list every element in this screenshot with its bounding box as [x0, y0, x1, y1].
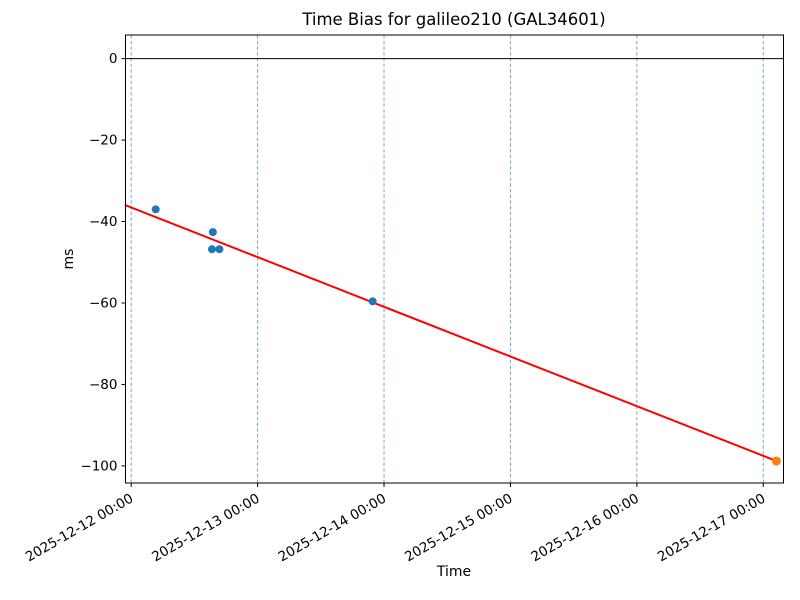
x-tick-label: 2025-12-15 00:00 — [402, 491, 515, 566]
x-tick-label: 2025-12-17 00:00 — [655, 491, 768, 566]
x-tick-label: 2025-12-14 00:00 — [276, 491, 389, 566]
plot-frame — [125, 34, 784, 484]
bias-measurements-dot — [207, 245, 216, 254]
y-tick-label: −40 — [89, 214, 118, 230]
y-tick-label: −60 — [89, 295, 118, 311]
y-tick-label: −100 — [80, 458, 117, 474]
y-tick-label: −20 — [89, 133, 118, 149]
bias-measurements-dot — [151, 205, 160, 214]
y-axis-label: ms — [61, 248, 77, 270]
x-tick-label: 2025-12-16 00:00 — [528, 491, 641, 566]
bias-measurements-dot — [368, 297, 377, 306]
y-tick-label: −80 — [89, 377, 118, 393]
x-axis-label: Time — [436, 564, 472, 580]
x-tick-label: 2025-12-13 00:00 — [149, 491, 262, 566]
latest-extrapolated-point-dot — [771, 456, 781, 466]
bias-measurements-dot — [208, 228, 217, 237]
trend-line — [124, 204, 778, 463]
x-tick-label: 2025-12-12 00:00 — [23, 491, 136, 566]
y-tick-label: 0 — [109, 51, 118, 67]
chart-title: Time Bias for galileo210 (GAL34601) — [302, 10, 606, 29]
bias-measurements-dot — [215, 245, 224, 254]
